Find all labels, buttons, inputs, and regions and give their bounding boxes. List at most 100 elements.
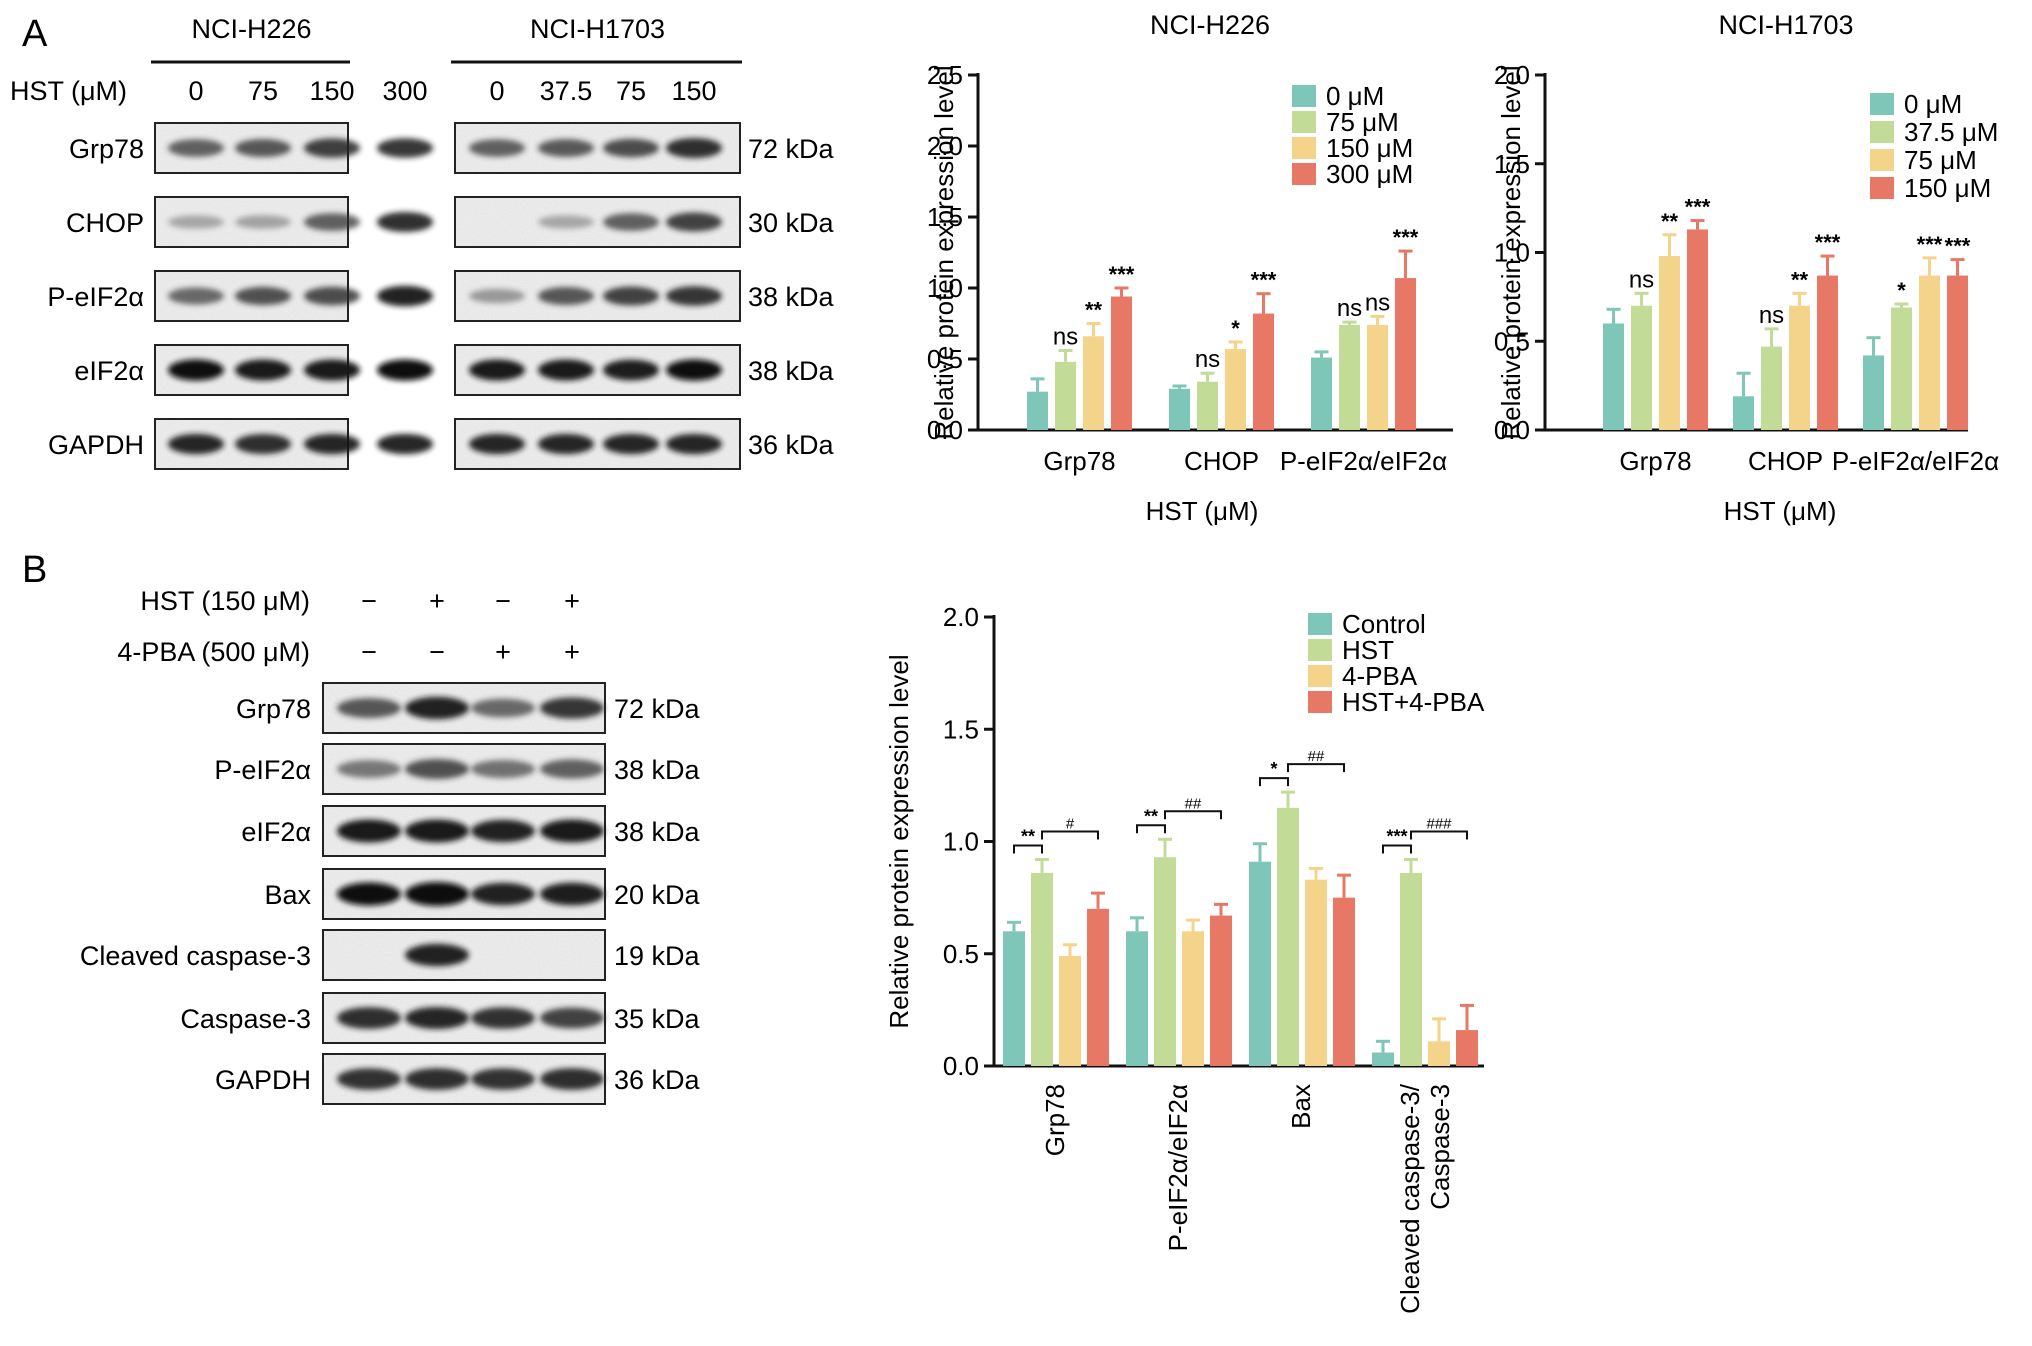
blot-band [304, 213, 360, 231]
y-tick-label: 1.5 [927, 202, 963, 232]
protein-label: Bax [264, 880, 311, 910]
blot-band [666, 212, 722, 232]
bar-150-m-chop [1225, 349, 1246, 430]
y-tick-label: 1.5 [1494, 149, 1530, 179]
significance-label: # [1066, 815, 1075, 832]
x-tick-label: P-eIF2α/eIF2α [1163, 1084, 1193, 1251]
significance-bracket [1136, 824, 1166, 834]
bar-75-m-p-eif2-eif2 [1919, 275, 1940, 430]
blot-band [471, 819, 535, 843]
blot-band [471, 698, 535, 718]
blot-strip [454, 418, 741, 470]
blot-strip [154, 418, 433, 470]
blot-band [603, 433, 659, 455]
legend-swatch [1292, 85, 1316, 107]
y-tick-label: 2.0 [943, 602, 979, 632]
dose-label: 37.5 [540, 76, 593, 106]
bar-150-m-chop [1817, 275, 1838, 430]
bar-75-m-chop [1197, 381, 1218, 430]
blot-band [666, 433, 722, 455]
blot-strip [154, 270, 433, 322]
molecular-weight-label: 72 kDa [614, 694, 701, 724]
blot-strip [322, 805, 606, 857]
y-tick-label: 1.5 [943, 714, 979, 744]
blot-band [337, 760, 401, 778]
blot-strip [154, 344, 433, 396]
y-axis-label: Relative protein expression level [884, 654, 914, 1028]
legend-label: 0 μM [1326, 81, 1384, 111]
significance-label: * [1270, 759, 1277, 779]
treatment-sign: + [564, 637, 580, 667]
blot-band [377, 359, 433, 381]
bar-75-m-grp78 [1055, 361, 1076, 430]
significance-label: *** [1109, 262, 1135, 287]
blot-band [469, 288, 525, 304]
blot-band [337, 698, 401, 718]
significance-label: ** [1144, 806, 1158, 826]
blot-band [540, 1068, 604, 1090]
bar-0-m-p-eif2-eif2 [1311, 357, 1332, 430]
bar-hst-bax [1277, 807, 1299, 1066]
blot-band [469, 139, 525, 157]
blot-strip [154, 196, 433, 248]
bar-37-5-m-p-eif2-eif2 [1891, 307, 1912, 430]
dose-label: 150 [671, 76, 716, 106]
dose-label: 150 [309, 76, 354, 106]
blot-band [235, 286, 291, 306]
significance-label: ## [1185, 795, 1202, 812]
significance-label: *** [1386, 826, 1407, 846]
blot-strip [322, 929, 606, 981]
blot-band [168, 359, 224, 381]
x-tick-label: CHOP [1748, 446, 1823, 476]
protein-label: CHOP [66, 208, 144, 238]
blot-band [168, 287, 224, 305]
significance-label: *** [1945, 234, 1971, 259]
legend-label: 150 μM [1326, 133, 1413, 163]
blot-band [538, 359, 594, 381]
bar-control-grp78 [1003, 931, 1025, 1066]
bar-chart-4pba-rescue: 0.0 0.5 1.0 1.5 2.0 Relative protein expressi… [884, 602, 1485, 1314]
blot-band [337, 882, 401, 906]
protein-label: GAPDH [215, 1065, 311, 1095]
x-tick-label: Bax [1286, 1084, 1316, 1129]
blot-band [540, 1007, 604, 1029]
blot-band [405, 819, 469, 843]
blot-band [337, 1068, 401, 1090]
significance-label: *** [1815, 230, 1841, 255]
bar-4-pba-bax [1305, 879, 1327, 1066]
blot-band [168, 139, 224, 157]
molecular-weight-label: 72 kDa [748, 134, 835, 164]
western-blot-panel-b: HST (150 μM) − + − +4-PBA (500 μM) − − + + Grp78 7… [80, 586, 701, 1105]
treatment-label: HST (μM) [10, 76, 127, 106]
protein-label: eIF2α [74, 356, 144, 386]
dose-label: 0 [489, 76, 504, 106]
blot-band [540, 882, 604, 906]
bar-37-5-m-chop [1761, 346, 1782, 430]
significance-bracket [1259, 777, 1289, 787]
blot-strip [454, 344, 741, 396]
protein-label: Caspase-3 [180, 1004, 311, 1034]
x-tick-label: Grp78 [1043, 446, 1115, 476]
significance-label: ns [1337, 295, 1362, 322]
x-tick-label: CHOP [1184, 446, 1259, 476]
x-tick-label: P-eIF2α/eIF2α [1832, 446, 1999, 476]
blot-band [603, 286, 659, 306]
significance-bracket [1013, 844, 1043, 854]
y-tick-label: 1.0 [943, 827, 979, 857]
blot-band [337, 819, 401, 843]
legend-swatch [1308, 691, 1332, 713]
y-tick-label: 2.5 [927, 60, 963, 90]
legend-swatch [1292, 163, 1316, 185]
legend-swatch [1308, 665, 1332, 687]
blot-strip [322, 868, 606, 920]
blot-band [405, 882, 469, 906]
bar-75-m-chop [1789, 305, 1810, 430]
blot-strip [454, 196, 741, 248]
bar-hst-4-pba-grp78 [1087, 908, 1109, 1066]
protein-label: eIF2α [241, 817, 311, 847]
legend-swatch [1870, 121, 1894, 143]
molecular-weight-label: 35 kDa [614, 1004, 701, 1034]
blot-band [377, 285, 433, 307]
